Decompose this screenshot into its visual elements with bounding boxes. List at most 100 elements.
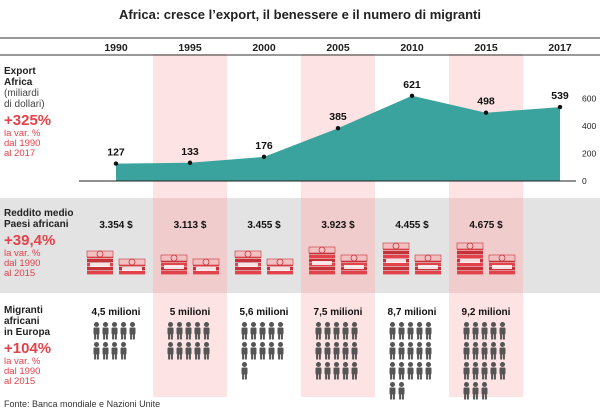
person-icon	[407, 342, 414, 360]
person-head	[417, 362, 422, 367]
person-body	[490, 367, 497, 375]
person-leg	[399, 334, 402, 340]
person-leg	[343, 354, 346, 360]
person-leg	[260, 334, 263, 340]
person-head	[112, 342, 117, 347]
person-leg	[392, 374, 395, 380]
export-sub-line1: (miliardi	[4, 88, 39, 99]
person-leg	[186, 334, 189, 340]
person-icon	[93, 322, 100, 340]
person-body	[463, 367, 470, 375]
person-head	[343, 342, 348, 347]
person-icon	[342, 342, 349, 360]
person-leg	[325, 374, 328, 380]
year-label-2010: 2010	[400, 42, 424, 54]
person-head	[473, 382, 478, 387]
person-body	[490, 327, 497, 335]
person-body	[407, 367, 414, 375]
person-leg	[392, 334, 395, 340]
person-head	[352, 362, 357, 367]
person-body	[102, 347, 109, 355]
person-head	[195, 322, 200, 327]
person-head	[186, 342, 191, 347]
person-body	[398, 367, 405, 375]
person-leg	[419, 354, 422, 360]
person-body	[481, 347, 488, 355]
person-icon	[472, 362, 479, 380]
money-stack-icon	[382, 242, 410, 275]
person-leg	[401, 354, 404, 360]
person-icon	[167, 342, 174, 360]
person-leg	[426, 354, 429, 360]
person-body	[194, 327, 201, 335]
person-body	[333, 367, 340, 375]
person-body	[425, 367, 432, 375]
person-body	[342, 367, 349, 375]
euro-icon	[276, 258, 284, 266]
person-body	[389, 327, 396, 335]
migrants-note-line2: dal 1990	[4, 366, 41, 377]
person-icon	[259, 342, 266, 360]
person-body	[425, 327, 432, 335]
person-icon	[176, 342, 183, 360]
person-body	[120, 327, 127, 335]
bill-layer	[341, 271, 367, 275]
person-leg	[327, 354, 330, 360]
person-icon	[268, 322, 275, 340]
person-body	[324, 327, 331, 335]
person-leg	[336, 374, 339, 380]
person-head	[390, 322, 395, 327]
migrants-value-label-2005: 7,5 milioni	[314, 307, 363, 318]
person-leg	[168, 334, 171, 340]
bill-layer	[309, 267, 335, 271]
person-leg	[244, 334, 247, 340]
person-leg	[318, 374, 321, 380]
person-head	[399, 322, 404, 327]
person-leg	[280, 354, 283, 360]
person-body	[203, 347, 210, 355]
money-stack-icon	[308, 246, 336, 275]
person-body	[398, 347, 405, 355]
person-leg	[464, 394, 467, 400]
person-head	[112, 322, 117, 327]
person-body	[481, 367, 488, 375]
person-icon	[93, 342, 100, 360]
person-leg	[334, 374, 337, 380]
person-icon	[398, 362, 405, 380]
person-leg	[473, 374, 476, 380]
person-icon	[324, 322, 331, 340]
person-leg	[482, 354, 485, 360]
person-head	[399, 382, 404, 387]
bill-top	[382, 242, 410, 250]
export-note-line3: al 2017	[4, 148, 36, 159]
person-head	[473, 322, 478, 327]
person-body	[481, 327, 488, 335]
euro-icon	[96, 250, 104, 258]
person-leg	[242, 374, 245, 380]
person-leg	[103, 354, 106, 360]
person-leg	[493, 334, 496, 340]
export-side-panel: Export Africa (miliardi di dollari) +325…	[4, 66, 51, 159]
person-head	[500, 322, 505, 327]
person-leg	[197, 334, 200, 340]
person-icon	[333, 322, 340, 340]
bill-top	[266, 258, 294, 266]
euro-icon	[128, 258, 136, 266]
person-leg	[466, 394, 469, 400]
person-leg	[318, 354, 321, 360]
person-body	[407, 327, 414, 335]
person-leg	[114, 354, 117, 360]
person-head	[390, 342, 395, 347]
bill-layer	[161, 263, 187, 267]
person-leg	[280, 334, 283, 340]
export-point-2017	[557, 104, 563, 110]
person-leg	[410, 354, 413, 360]
bill-band	[492, 265, 512, 269]
person-leg	[123, 334, 126, 340]
person-head	[260, 342, 265, 347]
export-point-2010	[409, 93, 415, 99]
person-leg	[325, 334, 328, 340]
person-icon	[185, 342, 192, 360]
export-label-line1: Export	[4, 66, 36, 77]
income-note-line1: la var. %	[4, 248, 41, 259]
